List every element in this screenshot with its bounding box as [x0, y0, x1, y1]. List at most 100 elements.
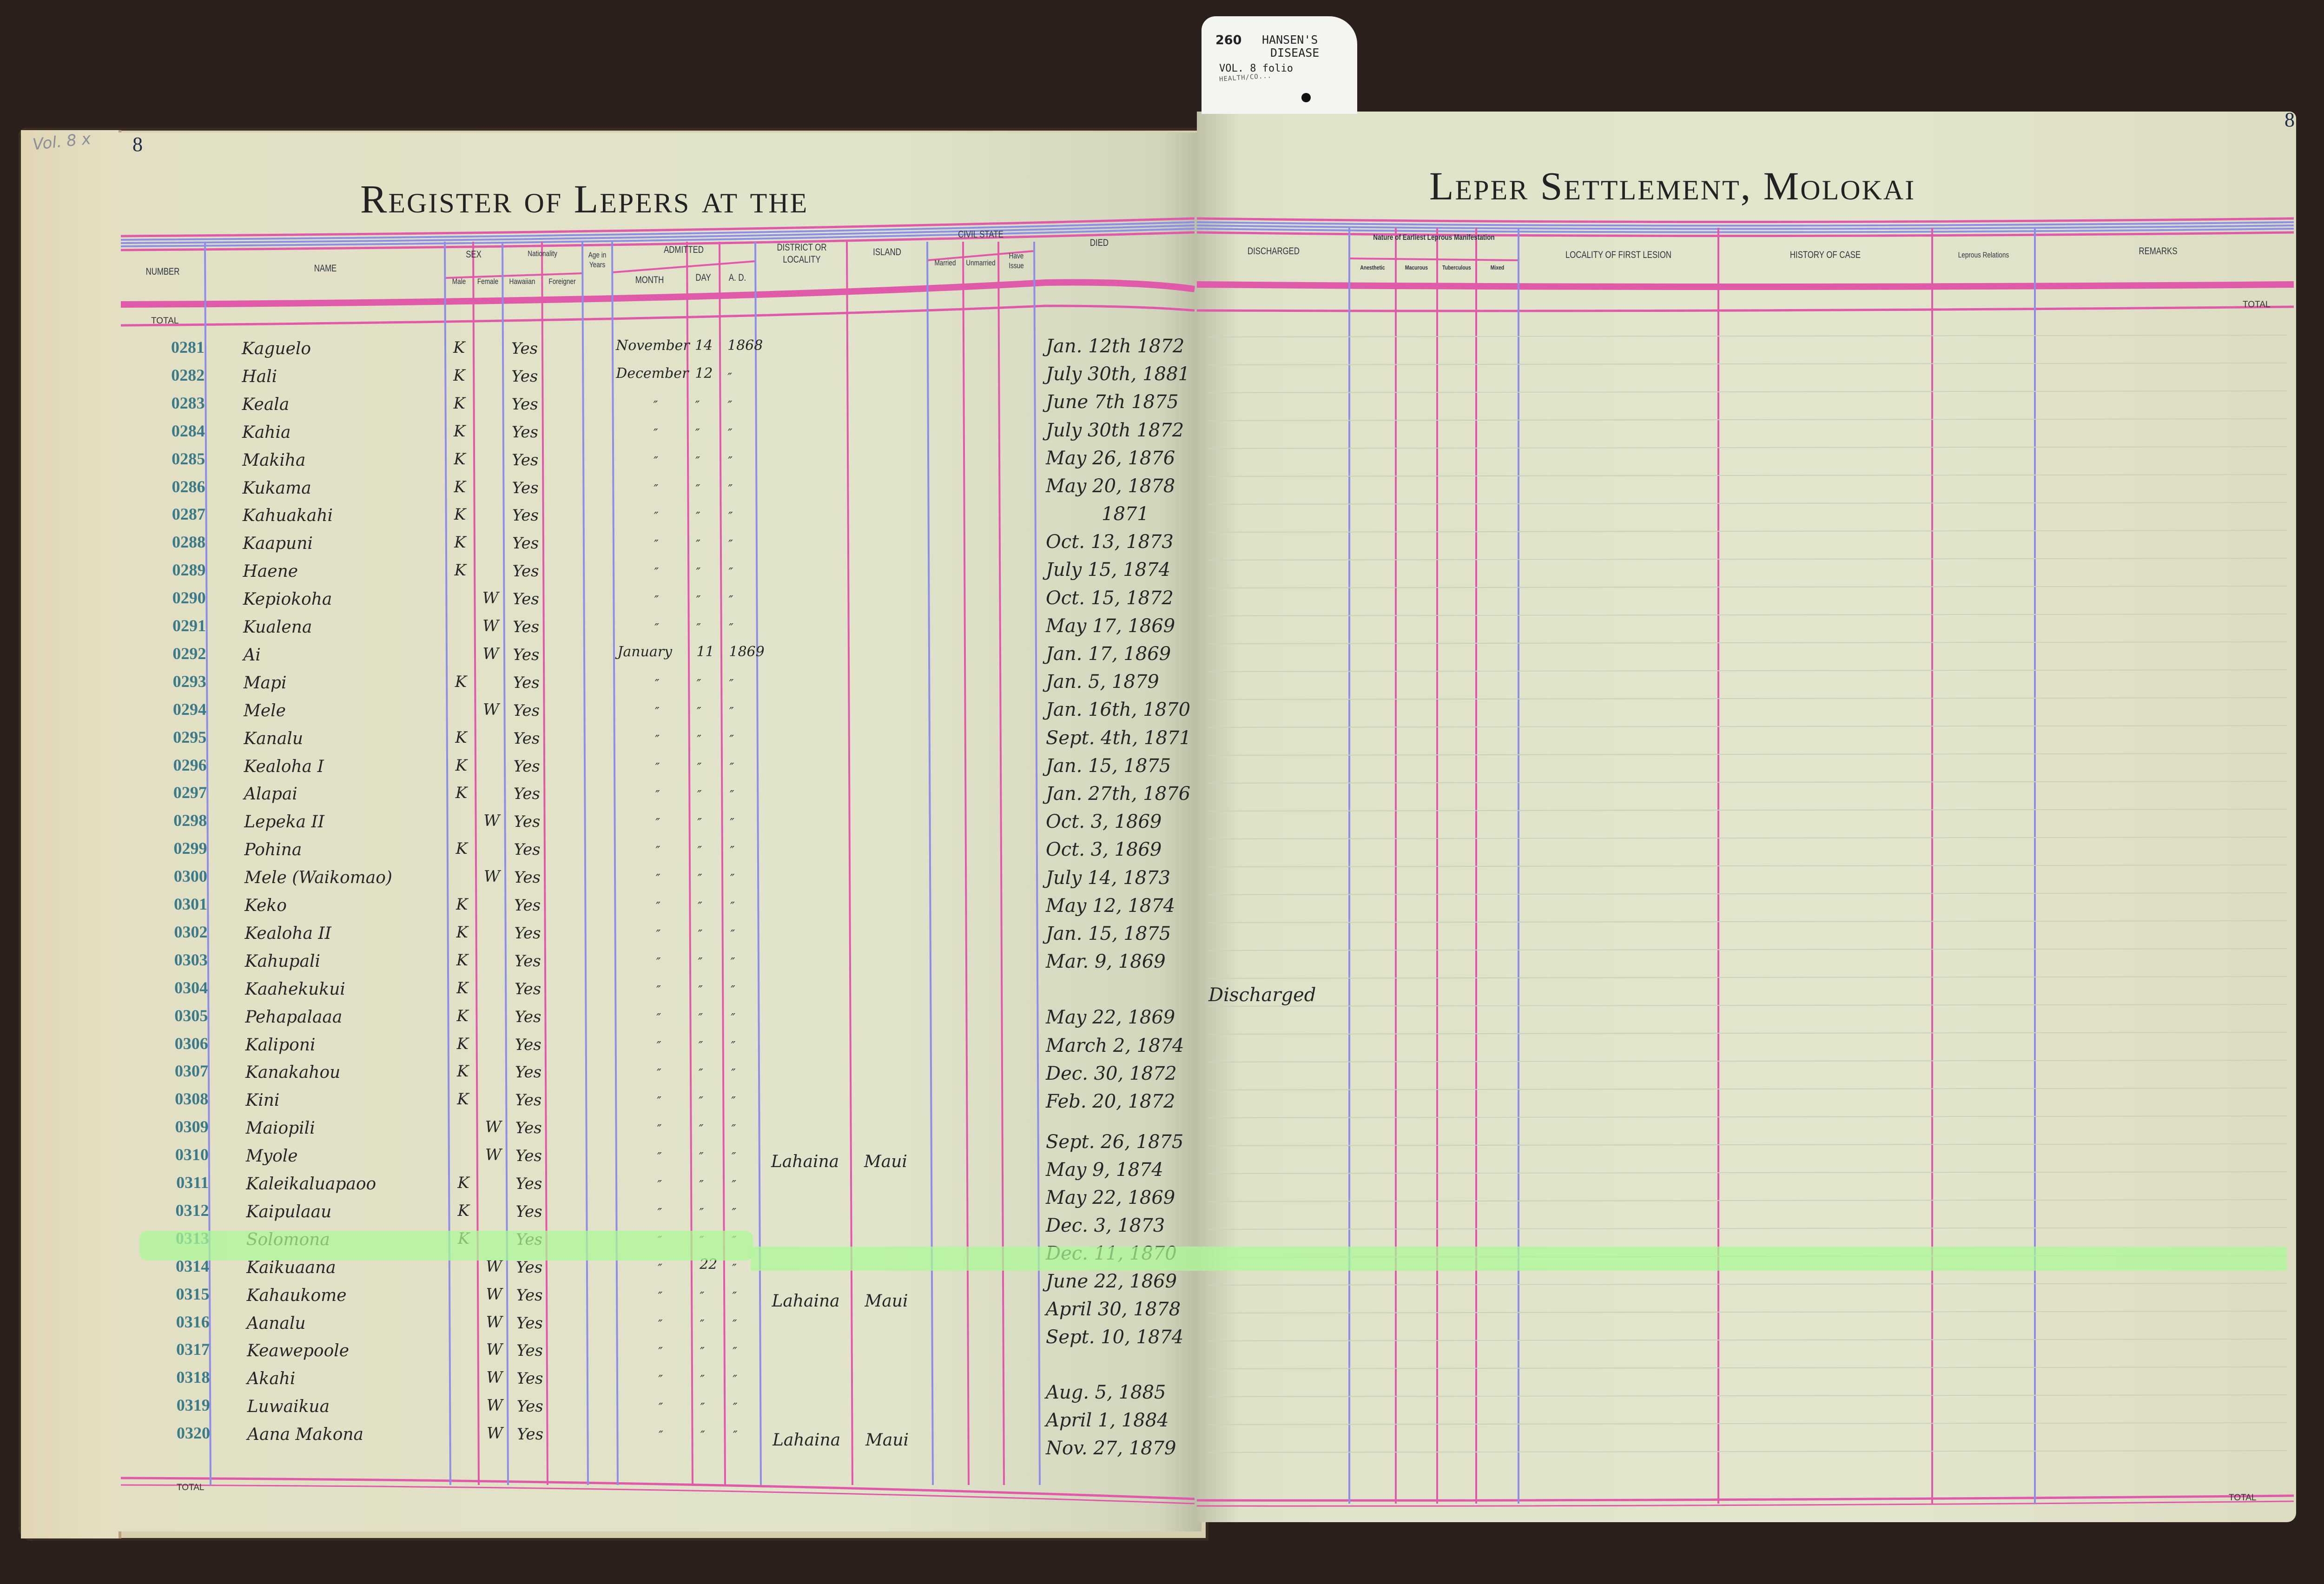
row-sex-male: K — [455, 728, 467, 747]
row-name: Pehapalaaa — [245, 1007, 343, 1027]
row-name: Lepeka II — [244, 812, 324, 832]
row-admitted-day: ″ — [700, 1373, 705, 1387]
row-number: 0293 — [172, 672, 206, 691]
row-number: 0288 — [172, 533, 206, 552]
row-sex-female: W — [486, 1313, 502, 1332]
row-sex-male: K — [457, 1090, 469, 1109]
tag-hole-icon — [1301, 93, 1311, 102]
row-nationality-hawaiian: Yes — [514, 896, 541, 915]
header-admitted: Admitted — [664, 244, 704, 255]
row-admitted-year: ″ — [730, 900, 735, 914]
row-admitted-year: ″ — [731, 983, 735, 997]
row-nationality-hawaiian: Yes — [515, 1147, 542, 1166]
row-admitted-month: ″ — [657, 1178, 662, 1192]
header-civil-state: Civil State — [958, 229, 1004, 240]
row-name: Kahaukome — [246, 1286, 347, 1305]
row-admitted-month: ″ — [656, 900, 660, 914]
row-name: Mele (Waikomao) — [244, 868, 392, 888]
row-admitted-month: ″ — [654, 510, 659, 524]
left-total-top: TOTAL — [151, 316, 179, 326]
row-admitted-year: ″ — [728, 510, 733, 524]
row-admitted-year: ″ — [732, 1289, 737, 1304]
row-admitted-month: ″ — [654, 482, 659, 496]
row-name: Luwaikua — [247, 1397, 330, 1417]
row-admitted-day: ″ — [697, 705, 701, 719]
row-nationality-hawaiian: Yes — [514, 868, 541, 887]
row-name: Kealoha II — [244, 924, 331, 943]
row-admitted-month: ″ — [655, 705, 660, 719]
tag-title-line2: DISEASE — [1270, 46, 1320, 59]
row-admitted-day: 14 — [695, 337, 713, 354]
row-admitted-year: 1869 — [729, 643, 765, 660]
row-sex-male: K — [456, 978, 469, 997]
archive-tag: 260 HANSEN'S DISEASE VOL. 8 folio HEALTH… — [1202, 16, 1357, 114]
row-admitted-day: ″ — [699, 1095, 704, 1109]
row-died-date: Jan. 12th 1872 — [1046, 336, 1185, 357]
row-nationality-hawaiian: Yes — [516, 1341, 543, 1360]
row-admitted-month: ″ — [658, 1289, 663, 1304]
row-admitted-year: 1868 — [727, 337, 763, 354]
row-number: 0283 — [171, 393, 205, 412]
row-nationality-hawaiian: Yes — [515, 1119, 542, 1138]
row-number: 0309 — [175, 1117, 209, 1136]
row-name: Keala — [242, 395, 290, 414]
row-admitted-month: ″ — [656, 955, 661, 970]
row-died-date: May 9, 1874 — [1046, 1159, 1163, 1181]
row-admitted-year: ″ — [733, 1401, 738, 1415]
row-admitted-month: ″ — [654, 621, 659, 635]
row-admitted-year: ″ — [729, 705, 734, 719]
row-admitted-month: ″ — [657, 1150, 662, 1165]
row-number: 0294 — [173, 700, 206, 719]
left-page-title: Register of Lepers at the — [360, 177, 809, 221]
row-died-date: Sept. 10, 1874 — [1046, 1326, 1184, 1348]
row-sex-female: W — [486, 1285, 502, 1304]
row-admitted-day: ″ — [698, 983, 703, 997]
row-nationality-hawaiian: Yes — [515, 1007, 541, 1026]
tag-title-line1: HANSEN'S — [1262, 33, 1318, 46]
row-number: 0308 — [175, 1089, 209, 1109]
row-nationality-hawaiian: Yes — [512, 562, 539, 581]
row-died-date: April 1, 1884 — [1046, 1410, 1169, 1432]
row-number: 0311 — [176, 1173, 209, 1192]
row-admitted-year: ″ — [729, 677, 734, 691]
row-number: 0307 — [175, 1062, 208, 1081]
row-sex-male: K — [455, 756, 468, 775]
row-name: Makiha — [242, 450, 306, 470]
row-admitted-month: ″ — [656, 983, 661, 997]
row-sex-male: K — [454, 505, 466, 524]
row-sex-male: K — [457, 1174, 469, 1192]
row-admitted-year: ″ — [729, 733, 734, 747]
row-nationality-hawaiian: Yes — [514, 812, 541, 832]
row-admitted-year: ″ — [728, 594, 733, 608]
row-died-date: Dec. 3, 1873 — [1046, 1214, 1165, 1236]
row-number: 0290 — [172, 588, 206, 607]
row-admitted-year: ″ — [733, 1429, 738, 1443]
row-admitted-year: ″ — [730, 927, 735, 942]
row-admitted-year: ″ — [731, 1011, 736, 1025]
row-admitted-day: ″ — [698, 927, 703, 942]
row-nationality-hawaiian: Yes — [515, 979, 541, 998]
row-name: Hali — [242, 367, 277, 386]
row-name: Kahia — [242, 422, 291, 442]
row-name: Kaipulaau — [246, 1202, 332, 1221]
row-sex-female: W — [485, 1118, 502, 1137]
row-name: Aanalu — [246, 1313, 306, 1333]
row-admitted-day: ″ — [699, 1206, 704, 1220]
row-admitted-year: ″ — [729, 788, 734, 803]
row-admitted-day: 12 — [695, 365, 713, 382]
row-discharged: Discharged — [1208, 984, 1316, 1006]
row-number: 0297 — [173, 783, 207, 802]
header-day: Day — [695, 272, 711, 283]
row-died-date: Oct. 3, 1869 — [1046, 811, 1162, 833]
row-sex-male: K — [456, 1034, 469, 1053]
row-admitted-month: November — [616, 337, 690, 354]
header-history-of-case: History of Case — [1789, 250, 1861, 260]
row-number: 0316 — [176, 1312, 210, 1331]
index-tab-page — [21, 130, 121, 1538]
row-admitted-year: ″ — [732, 1178, 736, 1192]
header-have-issue: Have Issue — [1009, 251, 1024, 271]
row-admitted-year: ″ — [729, 621, 733, 635]
row-district: Lahaina — [772, 1431, 841, 1450]
left-page — [119, 132, 1202, 1531]
row-admitted-month: ″ — [655, 788, 660, 803]
